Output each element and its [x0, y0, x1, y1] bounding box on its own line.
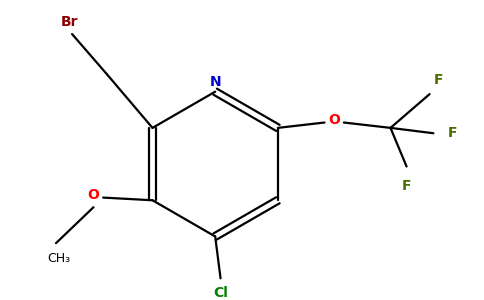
Text: F: F [434, 73, 443, 87]
Text: Cl: Cl [213, 286, 228, 300]
Text: F: F [402, 179, 411, 193]
Text: N: N [210, 75, 221, 89]
Text: Br: Br [60, 15, 78, 29]
Text: O: O [328, 113, 340, 127]
Text: F: F [447, 126, 457, 140]
Text: O: O [88, 188, 99, 202]
Text: CH₃: CH₃ [47, 252, 70, 265]
